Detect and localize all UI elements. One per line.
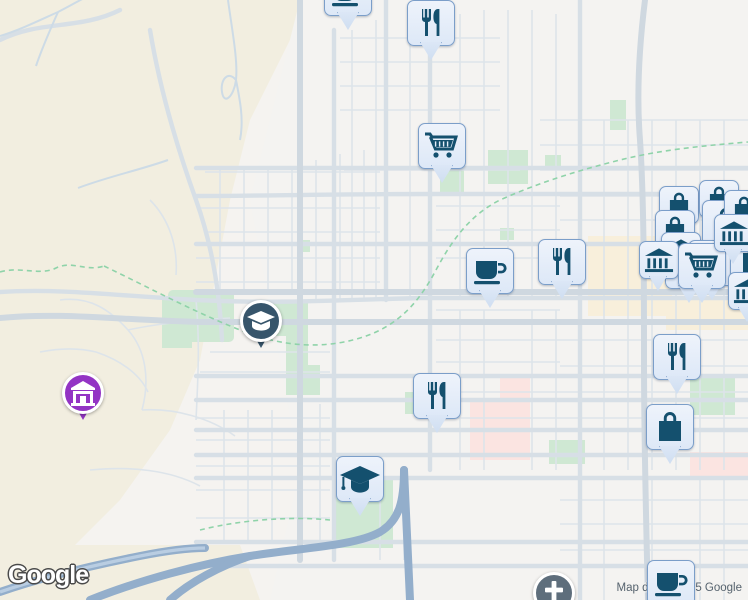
museum-pin-marker[interactable] [62, 372, 104, 424]
restaurant-marker[interactable] [411, 373, 463, 435]
google-logo: Google [8, 561, 89, 589]
coffee-cup-marker[interactable] [464, 248, 516, 310]
church-cross-pin-marker[interactable] [533, 572, 575, 600]
marker-bubble [407, 0, 455, 46]
restaurant-marker[interactable] [651, 334, 703, 396]
bank-marker[interactable] [712, 214, 748, 266]
bank-marker[interactable] [726, 272, 748, 324]
bank-marker[interactable] [637, 241, 681, 293]
restaurant-marker[interactable] [405, 0, 457, 62]
marker-bubble [538, 239, 586, 285]
marker-bubble [413, 373, 461, 419]
restaurant-marker[interactable] [536, 239, 588, 301]
shopping-bag-marker[interactable] [644, 404, 696, 466]
coffee-cup-marker[interactable] [645, 560, 697, 600]
grocery-cart-marker[interactable] [416, 123, 468, 185]
graduation-cap-marker[interactable] [334, 456, 386, 518]
marker-bubble [653, 334, 701, 380]
pin-disc [62, 372, 104, 414]
coffee-cup-marker[interactable] [322, 0, 374, 32]
university-pin-marker[interactable] [240, 300, 282, 352]
